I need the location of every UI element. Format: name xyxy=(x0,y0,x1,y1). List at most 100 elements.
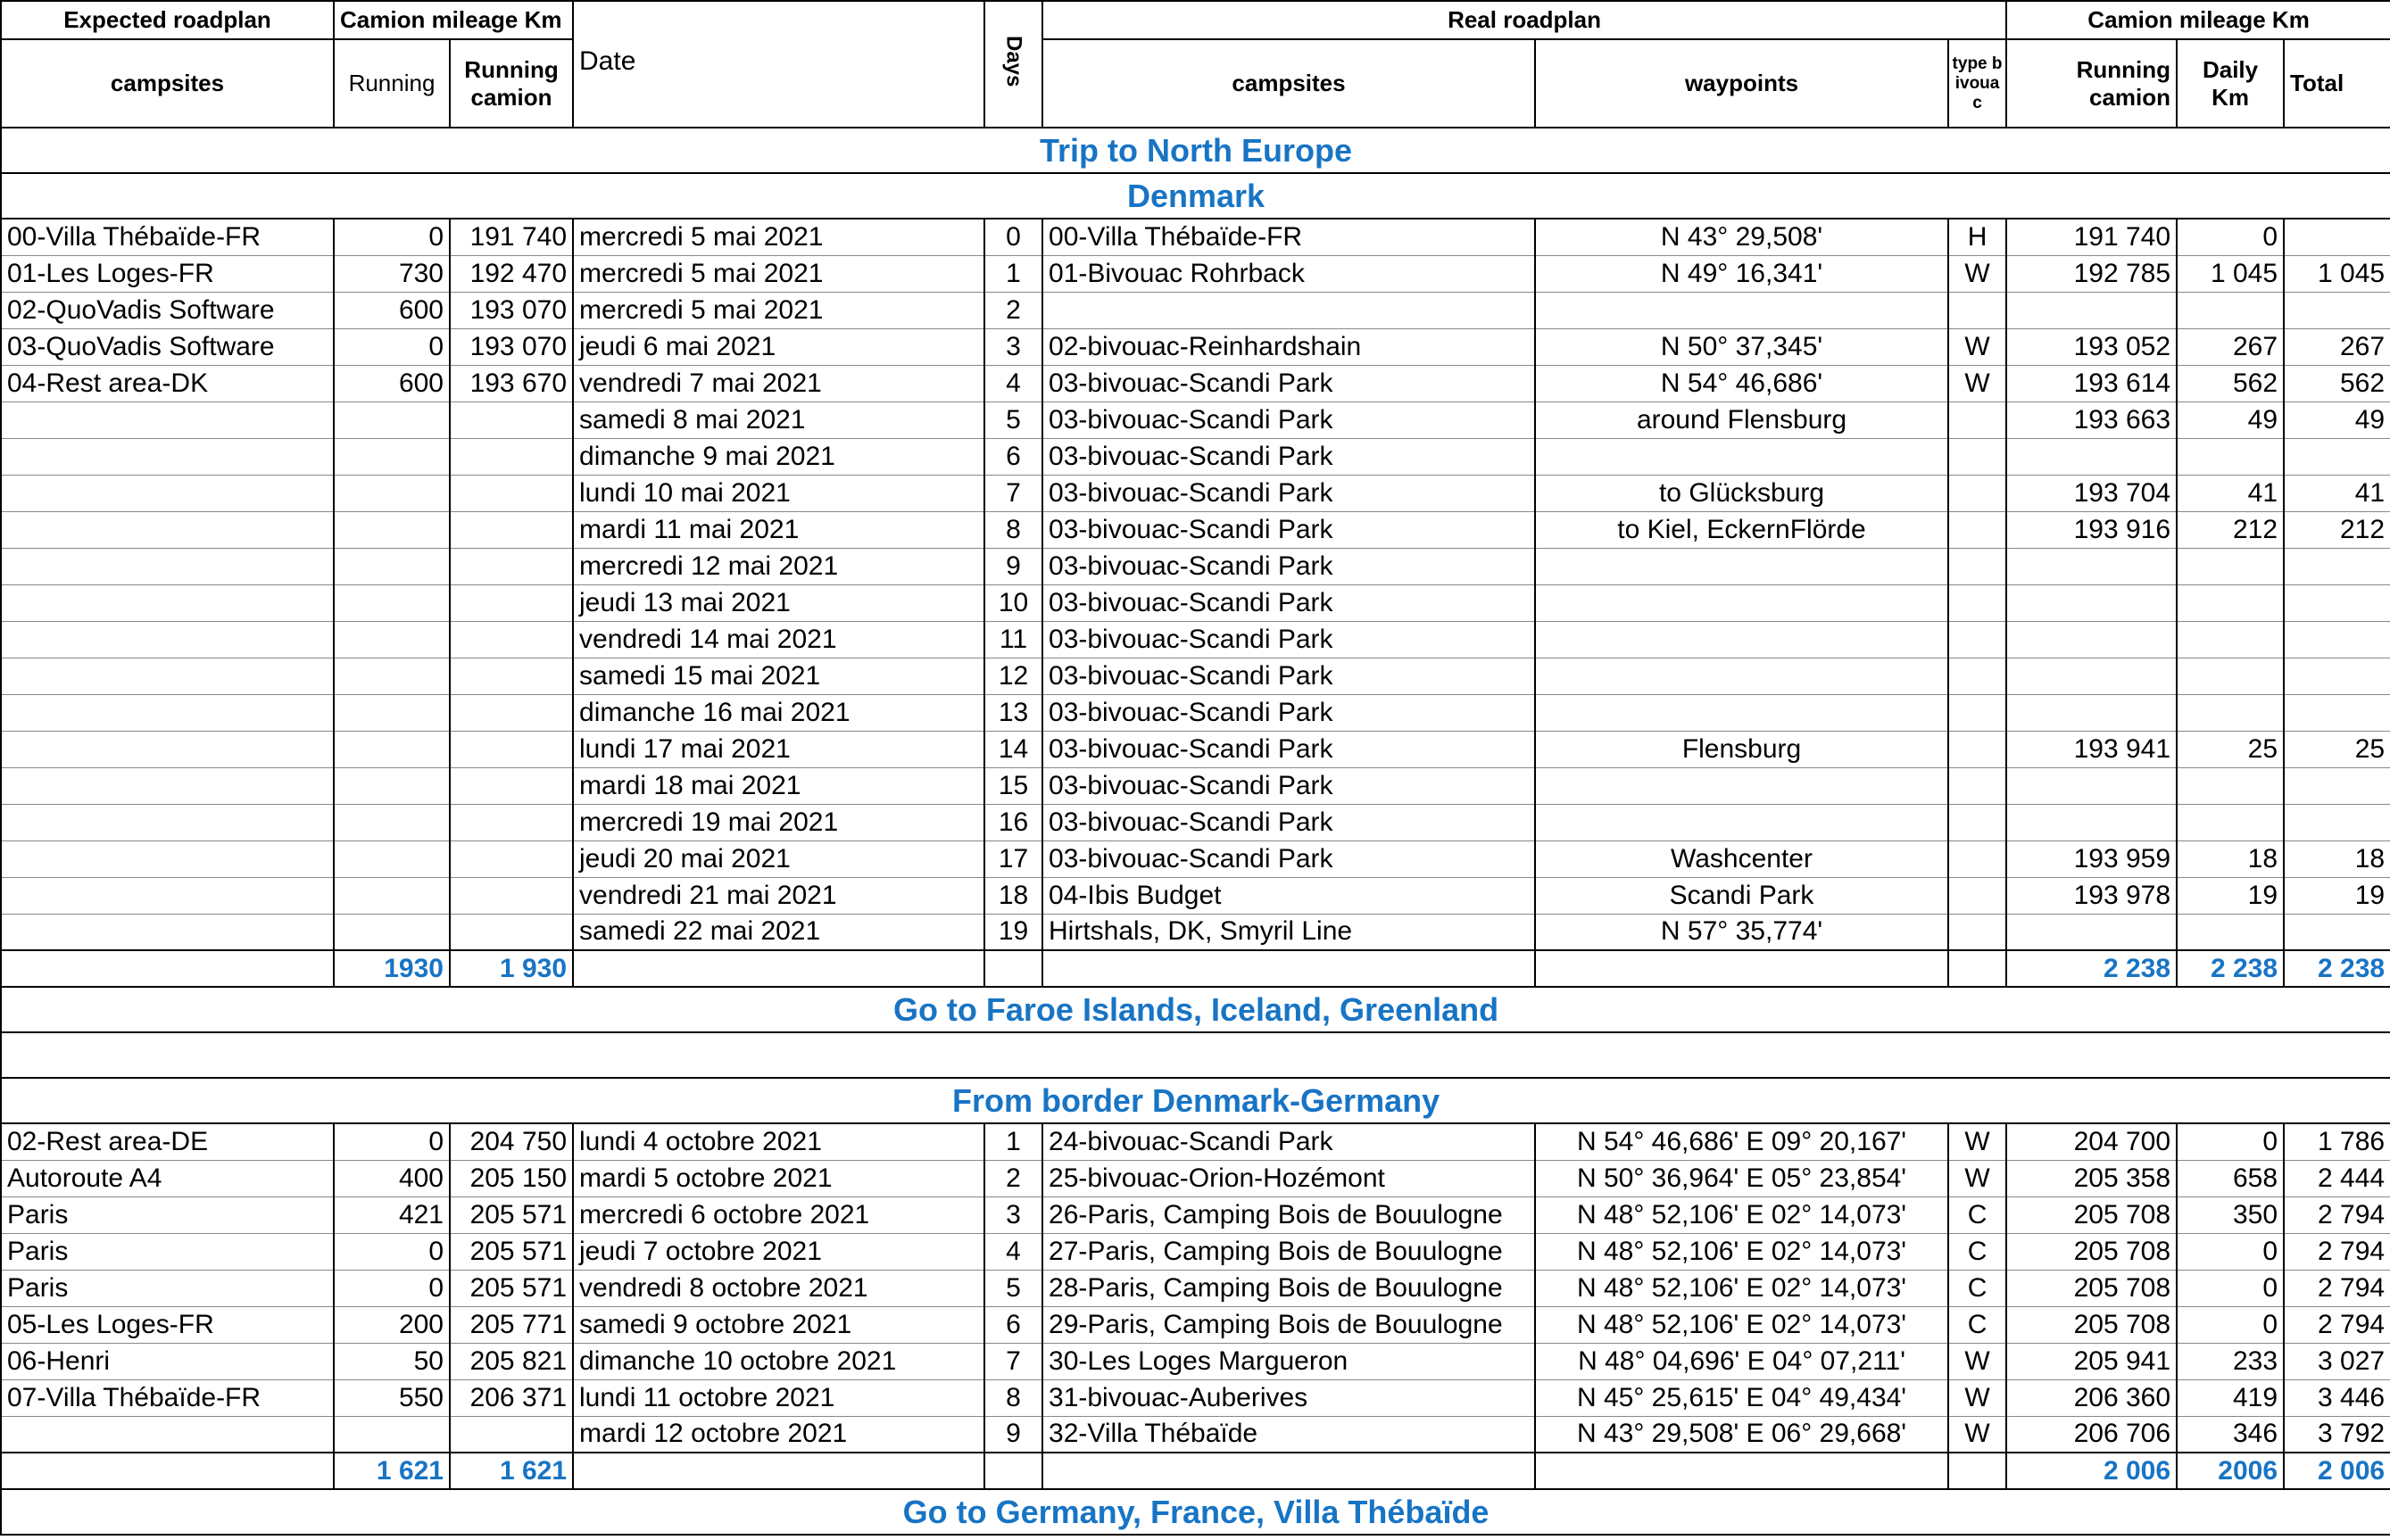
cell: 13 xyxy=(983,693,1044,732)
cell: 562 xyxy=(2176,364,2286,402)
cell: Paris xyxy=(0,1232,335,1271)
cell xyxy=(1534,766,1950,805)
cell xyxy=(1534,803,1950,841)
cell: lundi 17 mai 2021 xyxy=(572,730,986,768)
header-cell: Total xyxy=(2283,38,2390,128)
cell: 204 700 xyxy=(2005,1122,2178,1161)
cell: Paris xyxy=(0,1269,335,1307)
cell: mercredi 5 mai 2021 xyxy=(572,291,986,329)
cell xyxy=(0,1452,335,1490)
cell: 06-Henri xyxy=(0,1342,335,1380)
cell: 1 xyxy=(983,1122,1044,1161)
cell xyxy=(983,949,1044,988)
cell xyxy=(0,1415,335,1453)
cell xyxy=(2005,291,2178,329)
cell: 1 045 xyxy=(2176,254,2286,293)
cell: mercredi 5 mai 2021 xyxy=(572,254,986,293)
cell xyxy=(2283,693,2390,732)
data-row: vendredi 21 mai 2021 18 04-Ibis Budget Scan… xyxy=(0,876,2390,915)
cell: 0 xyxy=(333,1122,451,1161)
data-row: samedi 22 mai 2021 19 Hirtshals, DK, Smyri… xyxy=(0,913,2390,951)
cell: C xyxy=(1947,1305,2008,1344)
cell xyxy=(1534,657,1950,695)
cell: 03-QuoVadis Software xyxy=(0,327,335,366)
cell: 204 750 xyxy=(448,1122,575,1161)
cell xyxy=(2005,693,2178,732)
title-row: From border Denmark-Germany xyxy=(0,1077,2390,1124)
cell: mardi 18 mai 2021 xyxy=(572,766,986,805)
cell xyxy=(1947,949,2008,988)
cell: 350 xyxy=(2176,1196,2286,1234)
cell xyxy=(0,949,335,988)
data-row: mardi 18 mai 2021 15 03-bivouac-Scandi Par… xyxy=(0,766,2390,805)
cell: 1 621 xyxy=(448,1452,575,1490)
spacer-row xyxy=(0,1031,2390,1079)
data-row: 02-QuoVadis Software 600 193 070 mercredi 5… xyxy=(0,291,2390,329)
cell: 200 xyxy=(333,1305,451,1344)
data-row: lundi 17 mai 2021 14 03-bivouac-Scandi Par… xyxy=(0,730,2390,768)
cell xyxy=(1947,291,2008,329)
cell xyxy=(1041,1452,1537,1490)
cell xyxy=(2283,291,2390,329)
data-row: 05-Les Loges-FR 200 205 771 samedi 9 octobr… xyxy=(0,1305,2390,1344)
cell: N 50° 36,964' E 05° 23,854' xyxy=(1534,1159,1950,1197)
cell: Paris xyxy=(0,1196,335,1234)
section-footer: Go to Germany, France, Villa Thébaïde xyxy=(0,1488,2390,1536)
cell: 17 xyxy=(983,840,1044,878)
cell xyxy=(2005,584,2178,622)
cell: 205 571 xyxy=(448,1196,575,1234)
cell: samedi 9 octobre 2021 xyxy=(572,1305,986,1344)
cell xyxy=(2005,913,2178,951)
cell: 03-bivouac-Scandi Park xyxy=(1041,766,1537,805)
cell: C xyxy=(1947,1196,2008,1234)
cell: 3 xyxy=(983,1196,1044,1234)
cell: 1 786 xyxy=(2283,1122,2390,1161)
header-cell: Date xyxy=(572,0,986,128)
cell xyxy=(2176,693,2286,732)
cell: 18 xyxy=(983,876,1044,915)
cell: 27-Paris, Camping Bois de Bouulogne xyxy=(1041,1232,1537,1271)
cell: 03-bivouac-Scandi Park xyxy=(1041,437,1537,476)
cell: 9 xyxy=(983,547,1044,585)
cell xyxy=(1947,913,2008,951)
cell: 8 xyxy=(983,510,1044,549)
cell: 191 740 xyxy=(448,218,575,256)
data-row: Paris 421 205 571 mercredi 6 octobre 2021 3 2… xyxy=(0,1196,2390,1234)
cell: N 48° 52,106' E 02° 14,073' xyxy=(1534,1269,1950,1307)
cell xyxy=(2176,913,2286,951)
cell xyxy=(0,840,335,878)
header-cell: Daily Km xyxy=(2176,38,2286,128)
cell: 193 670 xyxy=(448,364,575,402)
cell xyxy=(333,730,451,768)
data-row: mercredi 19 mai 2021 16 03-bivouac-Scandi … xyxy=(0,803,2390,841)
data-row: jeudi 13 mai 2021 10 03-bivouac-Scandi Par… xyxy=(0,584,2390,622)
cell: 05-Les Loges-FR xyxy=(0,1305,335,1344)
cell xyxy=(0,730,335,768)
title-row: Go to Faroe Islands, Iceland, Greenland xyxy=(0,986,2390,1033)
cell: 2 794 xyxy=(2283,1196,2390,1234)
cell: W xyxy=(1947,1159,2008,1197)
data-row: samedi 8 mai 2021 5 03-bivouac-Scandi Park… xyxy=(0,401,2390,439)
cell: W xyxy=(1947,1342,2008,1380)
cell xyxy=(448,401,575,439)
cell: C xyxy=(1947,1269,2008,1307)
cell xyxy=(2005,437,2178,476)
cell: 192 785 xyxy=(2005,254,2178,293)
cell xyxy=(448,620,575,658)
cell xyxy=(0,693,335,732)
data-row: samedi 15 mai 2021 12 03-bivouac-Scandi Pa… xyxy=(0,657,2390,695)
cell xyxy=(2176,657,2286,695)
cell xyxy=(448,584,575,622)
cell: 11 xyxy=(983,620,1044,658)
cell: 206 360 xyxy=(2005,1379,2178,1417)
cell: 5 xyxy=(983,401,1044,439)
cell: Hirtshals, DK, Smyril Line xyxy=(1041,913,1537,951)
cell: 2 006 xyxy=(2283,1452,2390,1490)
cell: 193 070 xyxy=(448,291,575,329)
cell: 400 xyxy=(333,1159,451,1197)
title-row xyxy=(0,1031,2390,1079)
cell: 233 xyxy=(2176,1342,2286,1380)
cell xyxy=(0,913,335,951)
cell: 730 xyxy=(333,254,451,293)
cell xyxy=(2283,584,2390,622)
